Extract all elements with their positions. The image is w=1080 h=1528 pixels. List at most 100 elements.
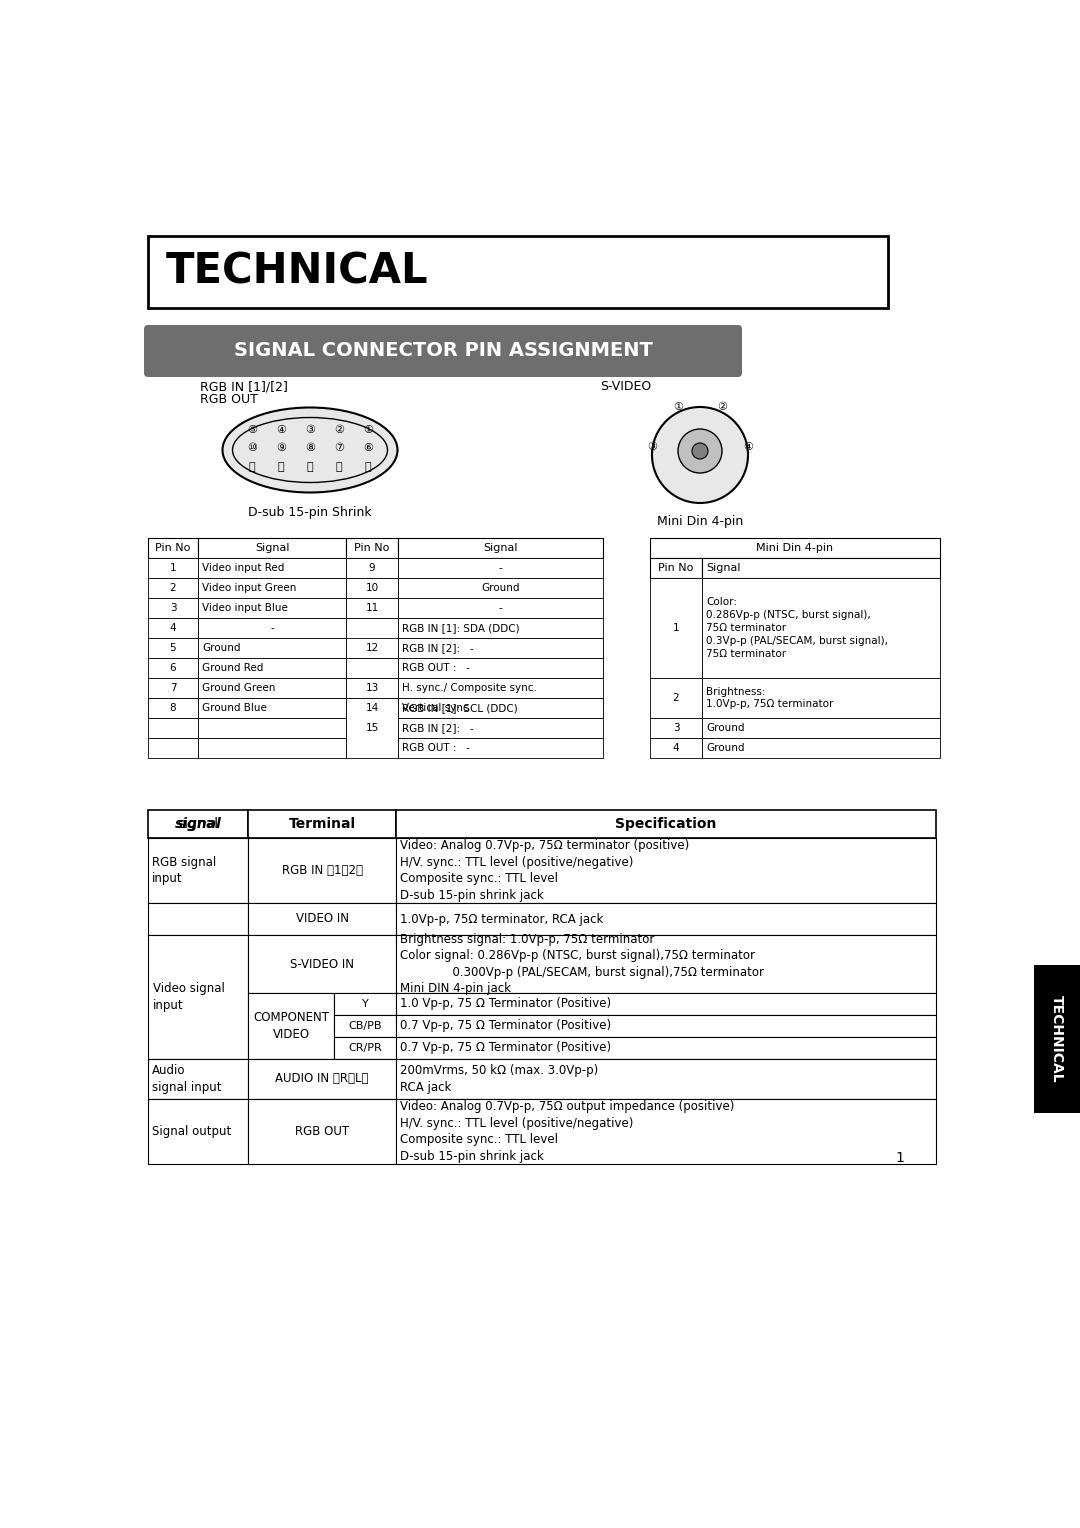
Text: Video: Analog 0.7Vp-p, 75Ω output impedance (positive)
H/V. sync.: TTL level (po: Video: Analog 0.7Vp-p, 75Ω output impeda… <box>400 1100 734 1163</box>
Circle shape <box>678 429 723 474</box>
Text: RGB IN [2]:   -: RGB IN [2]: - <box>402 643 474 652</box>
Bar <box>346 597 399 617</box>
FancyBboxPatch shape <box>144 325 742 377</box>
Text: RGB IN [2]:   -: RGB IN [2]: - <box>402 723 474 733</box>
Bar <box>399 659 603 678</box>
Text: signal: signal <box>177 817 218 831</box>
Text: 0.7 Vp-p, 75 Ω Terminator (Positive): 0.7 Vp-p, 75 Ω Terminator (Positive) <box>400 1042 611 1054</box>
Text: Y: Y <box>362 999 368 1008</box>
Text: Audio
signal input: Audio signal input <box>152 1063 221 1094</box>
Text: RGB IN [1]: SDA (DDC): RGB IN [1]: SDA (DDC) <box>402 623 519 633</box>
Bar <box>198 578 346 597</box>
Bar <box>248 1059 396 1099</box>
Text: Color:
0.286Vp-p (NTSC, burst signal),
75Ω terminator
0.3Vp-p (PAL/SECAM, burst : Color: 0.286Vp-p (NTSC, burst signal), 7… <box>706 597 888 659</box>
Bar <box>346 538 399 558</box>
Bar <box>399 659 603 678</box>
Bar <box>148 935 248 1059</box>
Text: Signal output: Signal output <box>152 1125 231 1138</box>
Text: Ground: Ground <box>482 584 519 593</box>
Text: 9: 9 <box>368 562 376 573</box>
Text: CR/PR: CR/PR <box>348 1044 382 1053</box>
Bar <box>399 597 603 617</box>
Bar <box>396 935 936 993</box>
Bar <box>198 659 346 678</box>
Text: RGB IN [1]: SCL (DDC): RGB IN [1]: SCL (DDC) <box>402 703 517 714</box>
Bar <box>396 810 936 837</box>
Bar <box>396 1099 936 1164</box>
Text: ③: ③ <box>647 442 657 452</box>
Bar <box>198 538 346 558</box>
Text: 3: 3 <box>673 723 679 733</box>
Bar <box>650 738 702 758</box>
Bar <box>334 1015 396 1038</box>
Text: ②: ② <box>717 402 727 413</box>
Bar <box>198 617 346 639</box>
Text: Video input Blue: Video input Blue <box>202 604 288 613</box>
Bar <box>346 698 399 718</box>
Text: 200mVrms, 50 kΩ (max. 3.0Vp-p)
RCA jack: 200mVrms, 50 kΩ (max. 3.0Vp-p) RCA jack <box>400 1063 598 1094</box>
Text: Vertical sync: Vertical sync <box>402 703 469 714</box>
Text: AUDIO IN （R，L）: AUDIO IN （R，L） <box>275 1073 368 1085</box>
Text: ⑨: ⑨ <box>276 443 286 452</box>
Bar <box>399 698 603 718</box>
Text: Ground: Ground <box>706 723 744 733</box>
Text: Signal: Signal <box>255 542 289 553</box>
Text: SIGNAL CONNECTOR PIN ASSIGNMENT: SIGNAL CONNECTOR PIN ASSIGNMENT <box>233 341 652 361</box>
Bar <box>148 1099 248 1164</box>
Text: RGB signal
input: RGB signal input <box>152 856 216 885</box>
Bar <box>148 698 198 718</box>
Text: Signal: Signal <box>483 542 517 553</box>
Bar <box>248 993 334 1059</box>
Bar <box>198 597 346 617</box>
Bar <box>148 558 198 578</box>
Text: ⑤: ⑤ <box>247 425 257 435</box>
Bar <box>396 1059 936 1099</box>
Text: Ground: Ground <box>706 743 744 753</box>
Bar <box>248 1099 396 1164</box>
Bar <box>650 578 702 678</box>
Bar <box>346 698 399 758</box>
Text: 15: 15 <box>365 723 379 733</box>
Text: TECHNICAL: TECHNICAL <box>1050 995 1064 1083</box>
Text: 14: 14 <box>365 703 379 714</box>
Bar <box>399 698 603 718</box>
Text: Pin No: Pin No <box>659 562 693 573</box>
Bar <box>702 578 940 678</box>
Text: 1: 1 <box>673 623 679 633</box>
Text: Brightness signal: 1.0Vp-p, 75Ω terminator
Color signal: 0.286Vp-p (NTSC, burst : Brightness signal: 1.0Vp-p, 75Ω terminat… <box>400 932 764 995</box>
Text: 5: 5 <box>170 643 176 652</box>
Bar <box>1034 966 1080 1112</box>
Bar <box>346 578 399 597</box>
Text: ③: ③ <box>305 425 315 435</box>
Bar <box>248 837 396 903</box>
Bar <box>148 837 248 903</box>
Text: 12: 12 <box>365 643 379 652</box>
Bar <box>650 538 940 558</box>
Bar <box>148 538 198 558</box>
Text: ④: ④ <box>276 425 286 435</box>
Bar <box>399 678 603 698</box>
Text: 13: 13 <box>365 683 379 694</box>
Bar <box>396 993 936 1015</box>
Bar <box>148 810 248 837</box>
Text: signal: signal <box>175 817 221 831</box>
Text: Pin No: Pin No <box>354 542 390 553</box>
Text: Ground: Ground <box>202 643 241 652</box>
Bar <box>148 235 888 309</box>
Text: RGB IN [1]/[2]: RGB IN [1]/[2] <box>200 380 288 393</box>
Text: ⑮: ⑮ <box>248 461 255 472</box>
Bar <box>399 639 603 659</box>
Text: 1.0 Vp-p, 75 Ω Terminator (Positive): 1.0 Vp-p, 75 Ω Terminator (Positive) <box>400 998 611 1010</box>
Bar <box>396 1015 936 1038</box>
Text: 8: 8 <box>170 703 176 714</box>
Text: RGB IN （1，2）: RGB IN （1，2） <box>282 863 363 877</box>
Text: ⑩: ⑩ <box>247 443 257 452</box>
Text: Video input Red: Video input Red <box>202 562 284 573</box>
Text: ⑥: ⑥ <box>363 443 373 452</box>
Text: ⑦: ⑦ <box>334 443 345 452</box>
Bar <box>148 718 198 738</box>
Bar <box>198 639 346 659</box>
Text: ⑪: ⑪ <box>365 461 372 472</box>
Circle shape <box>652 406 748 503</box>
Bar <box>399 639 603 659</box>
